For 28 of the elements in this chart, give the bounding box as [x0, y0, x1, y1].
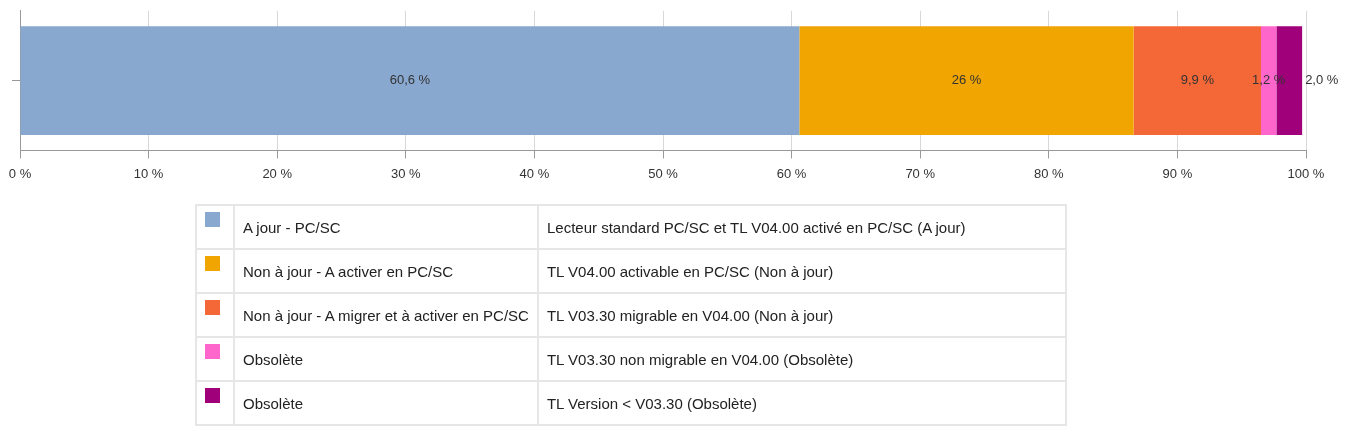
x-tick-label: 70 % [905, 165, 936, 181]
text: TL Version < V03.30 (Obsolète) [537, 381, 1066, 425]
data-label: 2,0 % [1305, 72, 1339, 88]
x-tick-label: 10 % [133, 165, 164, 181]
legend-label: Non à jour - A migrer et à activer en PC/SC [234, 293, 538, 337]
text: Lecteur standard PC/SC et TL V04.00 activé en PC/SC (A jour) [537, 205, 1066, 249]
x-tick-label: 0 % [8, 165, 32, 181]
x-tick-label: 60 % [776, 165, 807, 181]
x-tick-label: 80 % [1033, 165, 1065, 181]
bar [1276, 26, 1303, 136]
x-tick-label: 20 % [262, 165, 293, 181]
bar [20, 26, 800, 136]
x-tick-label: 100 % [1287, 165, 1325, 181]
text: TL V03.30 migrable en V04.00 (Non à jour) [537, 293, 1066, 337]
bar [799, 26, 1134, 136]
text: TL V03.30 non migrable en V04.00 (Obsolète) [537, 337, 1066, 381]
legend-label: Obsolète [234, 337, 538, 381]
legend-label: Obsolète [234, 381, 538, 425]
x-tick-label: 90 % [1162, 165, 1193, 181]
x-tick-label: 50 % [648, 165, 679, 181]
x-tick-label: 40 % [519, 165, 550, 181]
data-label: 60,6 % [389, 72, 431, 88]
legend-label: Non à jour - A activer en PC/SC [234, 249, 538, 293]
x-tick-label: 30 % [390, 165, 422, 181]
text: TL V04.00 activable en PC/SC (Non à jour) [537, 249, 1066, 293]
legend-label: A jour - PC/SC [234, 205, 538, 249]
data-label: 9,9 % [1180, 72, 1215, 88]
data-label: 26 % [951, 72, 982, 88]
